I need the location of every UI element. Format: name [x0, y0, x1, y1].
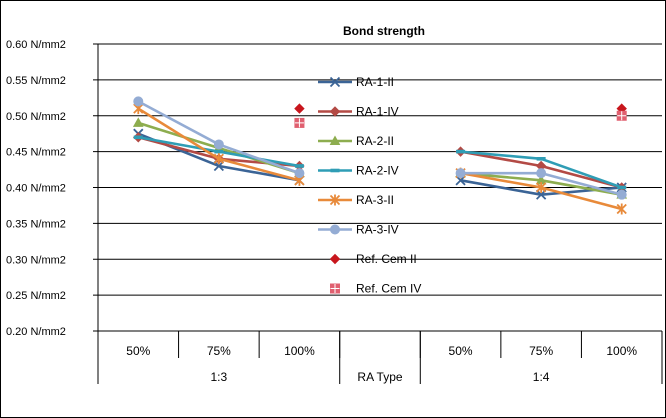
- legend-swatch-marker: [329, 253, 341, 265]
- x-tick-label: 75%: [207, 344, 231, 358]
- data-point: [133, 96, 144, 107]
- y-tick-label: 0.40 N/mm2: [6, 183, 66, 195]
- y-tick-label: 0.45 N/mm2: [6, 147, 66, 159]
- legend-swatch-marker: [329, 194, 341, 206]
- data-point-cross: [294, 118, 304, 128]
- data-point: [536, 157, 546, 161]
- data-point: [294, 103, 305, 114]
- legend-item: RA-1-IV: [318, 105, 399, 119]
- legend: RA-1-II RA-1-IV RA-2-II RA-2-IV RA-3-II RA-3-…: [318, 75, 421, 296]
- data-point: [616, 203, 627, 215]
- data-point: [536, 168, 547, 179]
- legend-label: Ref. Cem II: [356, 252, 417, 266]
- series-ref-cem-iv: [294, 110, 627, 128]
- legend-label: RA-3-IV: [356, 223, 399, 237]
- legend-swatch-marker: [330, 224, 340, 235]
- legend-label: RA-2-IV: [356, 164, 399, 178]
- y-tick-label: 0.25 N/mm2: [6, 290, 66, 302]
- x-group-label: 1:3: [211, 370, 228, 384]
- data-point: [133, 135, 143, 140]
- data-point: [294, 168, 305, 179]
- legend-item: RA-2-II: [318, 134, 394, 148]
- x-group-label: RA Type: [357, 370, 402, 384]
- legend-label: RA-1-II: [356, 75, 394, 89]
- legend-item: RA-2-IV: [318, 164, 399, 178]
- legend-item: RA-3-II: [318, 193, 394, 207]
- legend-item: Ref. Cem II: [329, 252, 417, 266]
- legend-swatch-marker: [329, 106, 341, 117]
- series-ra-3-iv: [133, 96, 627, 200]
- data-point: [214, 149, 224, 154]
- data-point: [132, 117, 144, 127]
- legend-label: Ref. Cem IV: [356, 282, 421, 296]
- legend-label: RA-1-IV: [356, 105, 399, 119]
- legend-swatch-marker: [330, 168, 340, 173]
- y-tick-label: 0.20 N/mm2: [6, 326, 66, 338]
- x-tick-label: 75%: [529, 344, 553, 358]
- y-axis: 0.20 N/mm2 0.25 N/mm2 0.30 N/mm2 0.35 N/mm2…: [6, 39, 99, 338]
- y-tick-label: 0.30 N/mm2: [6, 254, 66, 266]
- grid: [98, 43, 662, 332]
- x-axis: 50% 75% 100% 50% 75% 100% 1:3 RA Type 1:4: [97, 331, 663, 384]
- data-point: [616, 189, 627, 200]
- data-point: [455, 168, 466, 179]
- legend-label: RA-3-II: [356, 193, 394, 207]
- legend-swatch-marker: [329, 135, 341, 145]
- x-tick-label: 50%: [449, 344, 473, 358]
- data-point: [617, 185, 627, 190]
- y-tick-label: 0.55 N/mm2: [6, 75, 66, 87]
- data-point: [213, 153, 224, 165]
- legend-item: RA-3-IV: [318, 223, 399, 237]
- series-ra-2-ii: [132, 117, 628, 199]
- legend-swatch-marker-cross: [330, 284, 340, 293]
- series-ra-2-iv: [133, 135, 627, 190]
- x-group-label: 1:4: [533, 370, 550, 384]
- x-tick-label: 100%: [284, 344, 315, 358]
- x-tick-label: 50%: [126, 344, 150, 358]
- data-point: [294, 164, 304, 168]
- y-tick-label: 0.35 N/mm2: [6, 218, 66, 230]
- data-point: [536, 182, 547, 193]
- series-layer: [132, 96, 628, 215]
- chart-title: Bond strength: [343, 24, 425, 38]
- legend-label: RA-2-II: [356, 134, 394, 148]
- x-tick-label: 100%: [606, 344, 637, 358]
- y-tick-label: 0.60 N/mm2: [6, 39, 66, 51]
- legend-swatch-marker: [329, 76, 341, 88]
- legend-item: RA-1-II: [318, 75, 394, 89]
- data-point: [213, 139, 224, 150]
- data-point: [456, 149, 466, 154]
- data-point-cross: [617, 111, 627, 121]
- legend-item: Ref. Cem IV: [330, 282, 421, 296]
- y-tick-label: 0.50 N/mm2: [6, 111, 66, 123]
